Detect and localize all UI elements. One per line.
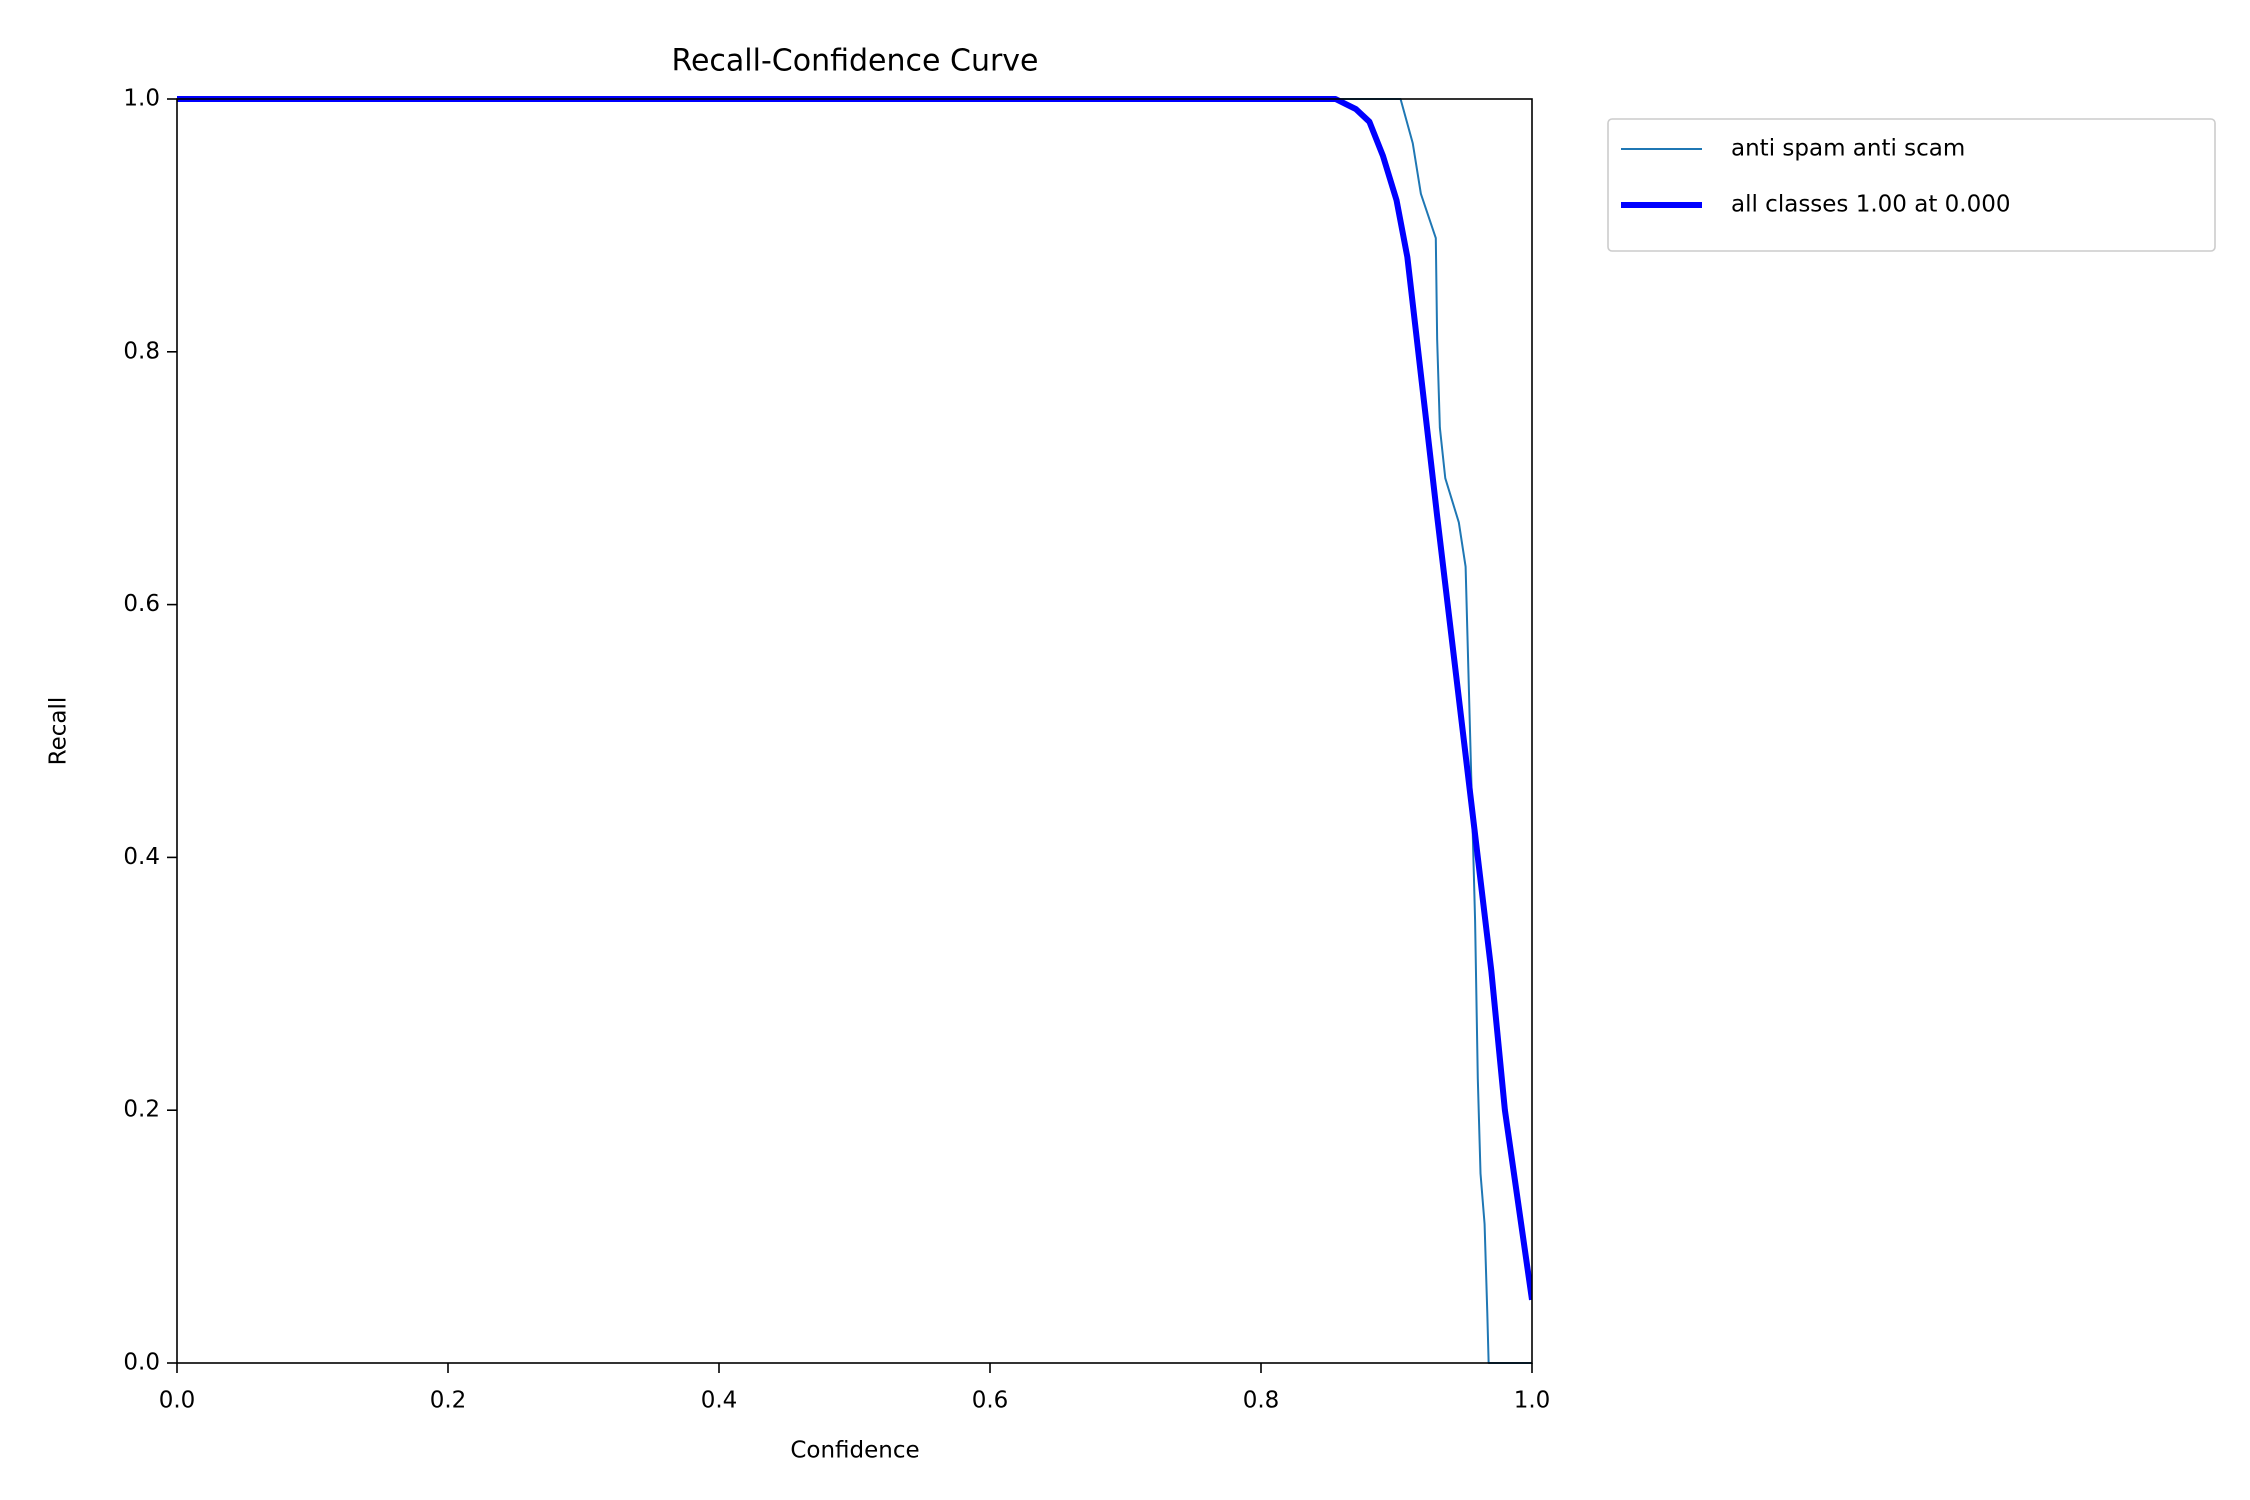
x-tick-label: 0.8 (1243, 1388, 1280, 1414)
y-tick-label: 0.2 (123, 1097, 160, 1123)
legend-label: anti spam anti scam (1731, 136, 1965, 162)
y-tick-label: 1.0 (123, 86, 160, 112)
y-tick-label: 0.8 (123, 338, 160, 364)
x-tick-label: 0.4 (701, 1388, 738, 1414)
x-axis-label: Confidence (790, 1438, 919, 1464)
x-tick-label: 1.0 (1514, 1388, 1551, 1414)
chart-title: Recall-Confidence Curve (671, 44, 1038, 79)
series-line (177, 96, 1532, 1301)
plot-frame (176, 98, 1533, 1364)
x-tick-label: 0.2 (430, 1388, 467, 1414)
legend-box (1607, 118, 2216, 252)
y-tick-label: 0.4 (123, 844, 160, 870)
y-tick-label: 0.6 (123, 591, 160, 617)
legend-label: all classes 1.00 at 0.000 (1731, 192, 2011, 218)
y-axis-label: Recall (46, 697, 72, 766)
x-tick-label: 0.6 (972, 1388, 1009, 1414)
y-tick-label: 0.0 (123, 1350, 160, 1376)
x-tick-label: 0.0 (159, 1388, 196, 1414)
series-line (177, 98, 1532, 1364)
